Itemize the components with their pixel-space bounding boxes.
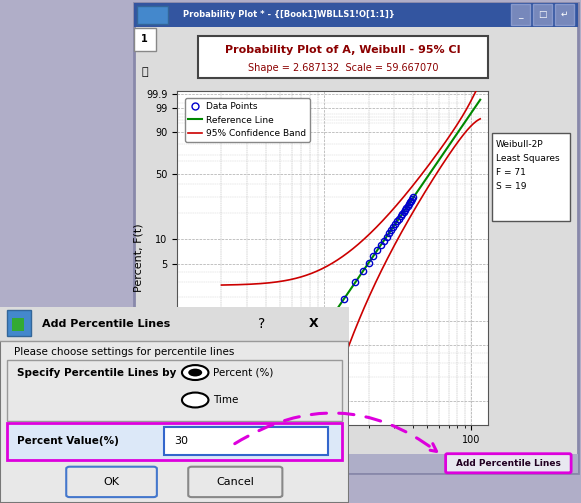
Text: OK: OK xyxy=(103,477,120,487)
Text: Percent (%): Percent (%) xyxy=(213,368,273,378)
Text: 🔒: 🔒 xyxy=(141,67,148,77)
Text: ?: ? xyxy=(258,317,265,331)
Bar xyxy=(134,28,156,51)
Text: A, t: A, t xyxy=(308,458,327,468)
Bar xyxy=(137,6,168,24)
Text: Specify Percentile Lines by: Specify Percentile Lines by xyxy=(17,368,177,378)
Bar xyxy=(511,4,530,25)
Circle shape xyxy=(188,369,202,376)
Text: 30: 30 xyxy=(174,436,188,446)
FancyBboxPatch shape xyxy=(66,467,157,497)
Bar xyxy=(134,454,578,473)
Text: Shape = 2.687132  Scale = 59.667070: Shape = 2.687132 Scale = 59.667070 xyxy=(248,62,438,72)
Text: _: _ xyxy=(518,10,523,19)
Text: Time: Time xyxy=(213,395,238,405)
Bar xyxy=(533,4,552,25)
FancyBboxPatch shape xyxy=(188,467,282,497)
Text: X: X xyxy=(309,317,318,330)
Text: Add Percentile Lines: Add Percentile Lines xyxy=(42,319,170,329)
Text: ↵: ↵ xyxy=(561,10,568,19)
Y-axis label: Percent, F(t): Percent, F(t) xyxy=(133,223,144,292)
Text: Please choose settings for percentile lines: Please choose settings for percentile li… xyxy=(14,347,234,357)
Bar xyxy=(555,4,574,25)
Text: □: □ xyxy=(539,10,547,19)
Text: Cancel: Cancel xyxy=(216,477,254,487)
Bar xyxy=(492,133,570,221)
Bar xyxy=(0,307,349,341)
Bar xyxy=(12,317,24,331)
Text: Add Percentile Lines: Add Percentile Lines xyxy=(456,459,561,468)
Bar xyxy=(7,360,342,421)
Bar xyxy=(7,310,31,336)
Circle shape xyxy=(182,392,209,407)
Bar xyxy=(134,3,578,27)
Text: Weibull-2P
Least Squares
F = 71
S = 19: Weibull-2P Least Squares F = 71 S = 19 xyxy=(496,140,560,191)
Text: 1: 1 xyxy=(141,34,148,44)
Text: Probability Plot * - {[Book1]WBLLS1!O[1:1]}: Probability Plot * - {[Book1]WBLLS1!O[1:… xyxy=(183,10,395,19)
Bar xyxy=(164,428,328,455)
Legend: Data Points, Reference Line, 95% Confidence Band: Data Points, Reference Line, 95% Confide… xyxy=(185,99,310,142)
Bar xyxy=(134,3,578,473)
Text: Probability Plot of A, Weibull - 95% CI: Probability Plot of A, Weibull - 95% CI xyxy=(225,45,461,55)
Bar xyxy=(198,36,488,78)
Bar xyxy=(7,423,342,460)
Circle shape xyxy=(182,365,209,380)
FancyBboxPatch shape xyxy=(446,454,571,473)
Text: Percent Value(%): Percent Value(%) xyxy=(17,436,119,446)
